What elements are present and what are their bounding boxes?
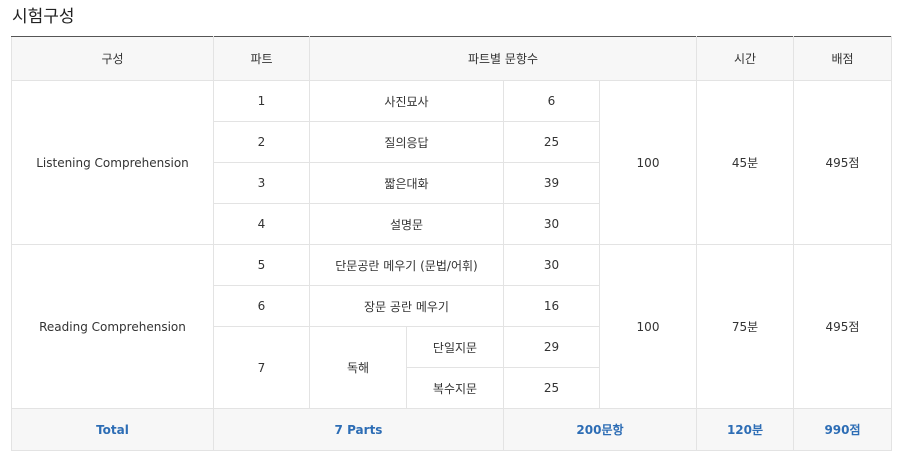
subpart-label: 단일지문	[406, 326, 504, 368]
part-number: 7	[213, 326, 310, 409]
listening-section-name: Listening Comprehension	[11, 80, 214, 245]
part-count: 30	[503, 203, 600, 245]
reading-score: 495점	[793, 244, 892, 409]
part-label: 질의응답	[309, 121, 504, 163]
header-score: 배점	[793, 36, 892, 81]
part-count: 25	[503, 367, 600, 409]
part-count: 25	[503, 121, 600, 163]
table-row: 2 질의응답 25	[12, 121, 892, 163]
total-row: Total 7 Parts 200문항 120분 990점	[11, 408, 892, 451]
reading-section-name: Reading Comprehension	[11, 244, 214, 409]
subpart-label: 복수지문	[406, 367, 504, 409]
listening-score: 495점	[793, 80, 892, 245]
part-label: 단문공란 메우기 (문법/어휘)	[309, 244, 504, 286]
listening-total-questions: 100	[599, 80, 697, 245]
table-row: 3 짧은대화 39	[12, 162, 892, 204]
part-number: 4	[213, 203, 310, 245]
part-number: 6	[213, 285, 310, 327]
part-count: 39	[503, 162, 600, 204]
part-count: 6	[503, 80, 600, 122]
table-row: 6 장문 공란 메우기 16	[12, 285, 892, 327]
part-label: 사진묘사	[309, 80, 504, 122]
part-label: 독해	[309, 326, 407, 409]
part-label: 장문 공란 메우기	[309, 285, 504, 327]
header-row: 구성 파트 파트별 문항수 시간 배점	[11, 36, 892, 81]
total-parts: 7 Parts	[213, 408, 504, 451]
table-row: 복수지문 25	[12, 367, 892, 409]
part-label: 짧은대화	[309, 162, 504, 204]
table-row: Listening Comprehension 1 사진묘사 6 100 45분…	[11, 80, 892, 245]
reading-time: 75분	[696, 244, 794, 409]
total-label: Total	[11, 408, 214, 451]
reading-total-questions: 100	[599, 244, 697, 409]
part-count: 30	[503, 244, 600, 286]
total-time: 120분	[696, 408, 794, 451]
header-questions: 파트별 문항수	[309, 36, 697, 81]
table-row: Reading Comprehension 5 단문공란 메우기 (문법/어휘)…	[11, 244, 892, 409]
part-label: 설명문	[309, 203, 504, 245]
header-part: 파트	[213, 36, 310, 81]
total-questions: 200문항	[503, 408, 697, 451]
part-count: 16	[503, 285, 600, 327]
exam-structure-table: 구성 파트 파트별 문항수 시간 배점 Listening Comprehens…	[11, 36, 892, 451]
part-count: 29	[503, 326, 600, 368]
part-number: 2	[213, 121, 310, 163]
header-section: 구성	[11, 36, 214, 81]
page-title: 시험구성	[12, 7, 75, 27]
part-number: 3	[213, 162, 310, 204]
listening-time: 45분	[696, 80, 794, 245]
part-number: 1	[213, 80, 310, 122]
header-time: 시간	[696, 36, 794, 81]
total-score: 990점	[793, 408, 892, 451]
part-number: 5	[213, 244, 310, 286]
